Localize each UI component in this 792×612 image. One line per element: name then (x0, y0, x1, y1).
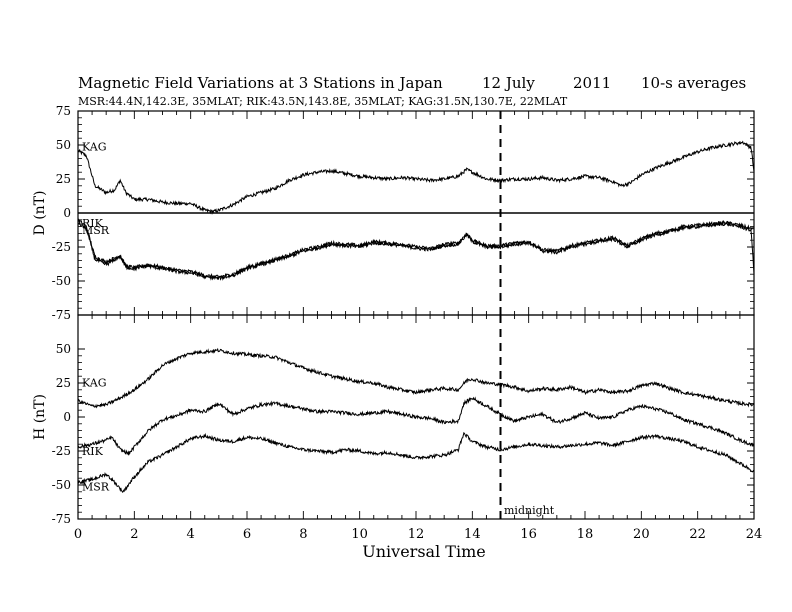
x-tick-label: 8 (299, 527, 307, 542)
x-tick-label: 14 (464, 527, 481, 542)
series-line-kag (77, 140, 755, 216)
x-tick-label: 2 (130, 527, 138, 542)
d-axis-label: D (nT) (32, 191, 48, 236)
y-tick-label: 75 (56, 104, 71, 118)
x-tick-label: 24 (746, 527, 763, 542)
y-tick-label: -25 (52, 240, 71, 254)
x-tick-label: 12 (408, 527, 425, 542)
h-axis-label: H (nT) (32, 394, 48, 440)
x-tick-label: 10 (351, 527, 368, 542)
midnight-label: midnight (504, 504, 555, 517)
y-tick-label: -75 (52, 512, 71, 526)
plot-layer: 7550250-25-50-75KAGRIKMSR50250-25-50-750… (52, 104, 763, 542)
y-tick-label: 50 (56, 342, 71, 356)
y-tick-label: 25 (56, 172, 71, 186)
y-tick-label: 25 (56, 376, 71, 390)
series-label-msr: MSR (82, 480, 110, 493)
stations-info: MSR:44.4N,142.3E, 35MLAT; RIK:43.5N,143.… (78, 95, 568, 108)
series-line-rik (77, 396, 755, 456)
y-tick-label: -50 (52, 274, 71, 288)
x-tick-label: 16 (520, 527, 537, 542)
chart-title: Magnetic Field Variations at 3 Stations … (78, 74, 443, 92)
x-tick-label: 0 (74, 527, 82, 542)
series-line-kag (77, 347, 755, 409)
y-tick-label: 0 (63, 410, 71, 424)
y-tick-label: 0 (63, 206, 71, 220)
series-label-kag: KAG (82, 377, 107, 390)
x-tick-label: 22 (689, 527, 706, 542)
series-label-rik: RIK (82, 445, 104, 458)
chart-year: 2011 (573, 74, 611, 92)
chart-averaging: 10-s averages (641, 74, 746, 92)
y-tick-label: -50 (52, 478, 71, 492)
x-tick-label: 18 (577, 527, 594, 542)
x-tick-label: 6 (243, 527, 251, 542)
series-label-kag: KAG (82, 140, 107, 153)
chart-date: 12 July (482, 74, 535, 92)
series-line-msr (77, 220, 755, 281)
series-label-msr: MSR (82, 224, 110, 237)
y-tick-label: -75 (52, 308, 71, 322)
y-tick-label: -25 (52, 444, 71, 458)
y-tick-label: 50 (56, 138, 71, 152)
x-axis-label: Universal Time (362, 542, 485, 561)
x-tick-label: 20 (633, 527, 650, 542)
series-label-rik: RIK (82, 217, 104, 230)
series-line-msr (77, 431, 755, 493)
x-tick-label: 4 (187, 527, 195, 542)
